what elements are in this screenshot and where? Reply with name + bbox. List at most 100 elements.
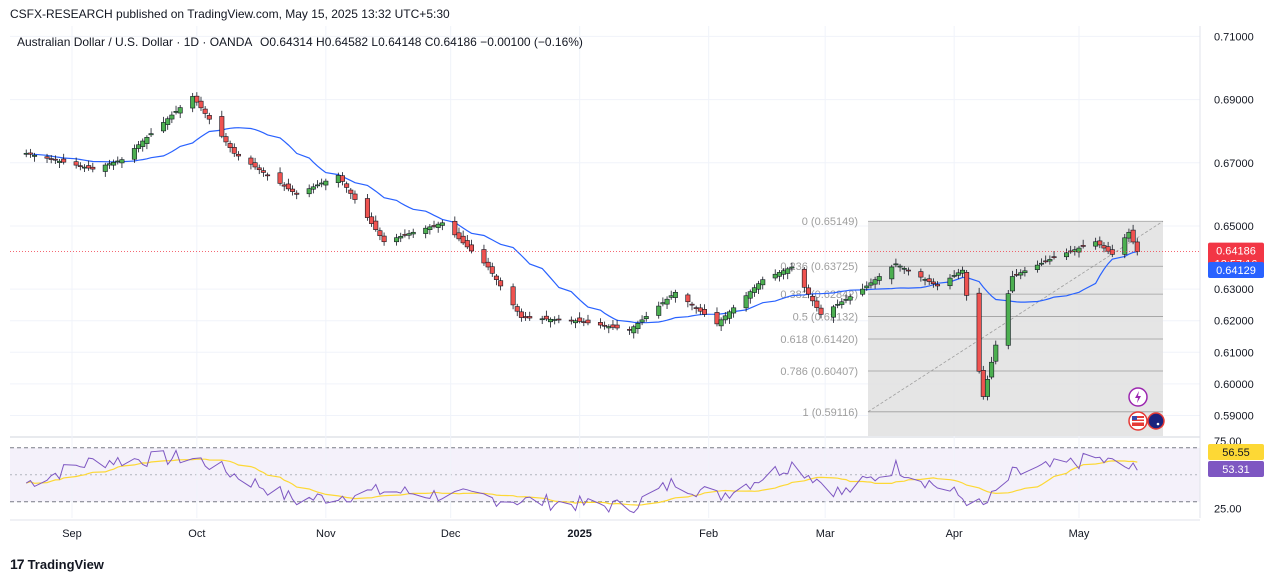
candle[interactable] — [32, 152, 38, 162]
candle[interactable] — [165, 116, 171, 130]
candle[interactable] — [597, 318, 603, 329]
candle[interactable] — [315, 180, 321, 189]
candle[interactable] — [1039, 258, 1045, 267]
candle[interactable] — [668, 290, 674, 300]
candle[interactable] — [435, 221, 441, 233]
candle[interactable] — [689, 301, 695, 311]
candle[interactable] — [672, 289, 678, 303]
candle[interactable] — [523, 311, 529, 321]
candle[interactable] — [481, 244, 487, 266]
candle[interactable] — [989, 356, 995, 380]
candle[interactable] — [905, 267, 911, 276]
candle[interactable] — [864, 281, 870, 291]
candle[interactable] — [847, 293, 853, 305]
candle[interactable] — [1009, 270, 1015, 293]
candle[interactable] — [743, 291, 749, 312]
candle[interactable] — [527, 311, 533, 321]
candle[interactable] — [572, 318, 578, 329]
candle[interactable] — [373, 215, 379, 232]
candle[interactable] — [489, 262, 495, 277]
candle[interactable] — [543, 310, 549, 322]
candle[interactable] — [785, 266, 791, 280]
candle[interactable] — [1130, 224, 1136, 245]
candle[interactable] — [801, 267, 807, 293]
lightning-icon[interactable] — [1128, 387, 1148, 407]
candle[interactable] — [223, 132, 229, 146]
candle[interactable] — [993, 340, 999, 365]
candle[interactable] — [219, 110, 225, 139]
candle[interactable] — [693, 305, 699, 314]
candle[interactable] — [77, 162, 83, 171]
candle[interactable] — [897, 263, 903, 272]
candle[interactable] — [510, 283, 516, 310]
candle[interactable] — [964, 269, 970, 301]
candle[interactable] — [231, 143, 237, 157]
candle[interactable] — [656, 301, 662, 319]
candle[interactable] — [581, 318, 587, 327]
candle[interactable] — [731, 304, 737, 318]
candle[interactable] — [1034, 260, 1040, 273]
candle[interactable] — [1122, 233, 1128, 259]
candle[interactable] — [889, 264, 895, 285]
candle[interactable] — [926, 274, 932, 285]
candle[interactable] — [102, 162, 108, 177]
candles[interactable] — [10, 92, 1200, 401]
candle[interactable] — [344, 181, 350, 193]
candle[interactable] — [260, 167, 266, 177]
candle[interactable] — [984, 375, 990, 401]
candle[interactable] — [169, 111, 175, 124]
candle[interactable] — [1064, 248, 1070, 261]
candle[interactable] — [664, 296, 670, 309]
candle[interactable] — [1005, 289, 1011, 350]
candle[interactable] — [585, 314, 591, 326]
candle[interactable] — [235, 151, 241, 161]
tradingview-logo[interactable]: 17 TradingView — [10, 556, 104, 572]
candle[interactable] — [198, 96, 204, 111]
candle[interactable] — [173, 105, 179, 115]
candle[interactable] — [348, 187, 354, 200]
candle[interactable] — [935, 281, 941, 291]
candle[interactable] — [265, 172, 271, 181]
candle[interactable] — [281, 182, 287, 191]
candle[interactable] — [959, 266, 965, 278]
candle[interactable] — [980, 365, 986, 400]
candle[interactable] — [364, 194, 370, 221]
candle[interactable] — [131, 144, 137, 163]
candle[interactable] — [427, 224, 433, 235]
candle[interactable] — [460, 230, 466, 245]
candle[interactable] — [248, 155, 254, 170]
candle[interactable] — [602, 321, 608, 330]
candle[interactable] — [410, 228, 416, 238]
candle[interactable] — [810, 293, 816, 307]
candle[interactable] — [1051, 250, 1057, 260]
candle[interactable] — [227, 140, 233, 153]
candle[interactable] — [697, 303, 703, 315]
us-flag-icon[interactable] — [1128, 411, 1148, 431]
candle[interactable] — [718, 317, 724, 332]
candle[interactable] — [614, 319, 620, 331]
candle[interactable] — [369, 212, 375, 227]
candle[interactable] — [44, 153, 50, 163]
candle[interactable] — [73, 157, 79, 169]
candle[interactable] — [814, 297, 820, 312]
candle[interactable] — [568, 316, 574, 325]
au-flag-icon[interactable] — [1147, 412, 1165, 430]
candle[interactable] — [818, 304, 824, 319]
candle[interactable] — [1022, 267, 1028, 277]
fibonacci-retracement[interactable]: 0 (0.65149)0.236 (0.63725)0.382 (0.62842… — [780, 216, 1164, 436]
candle[interactable] — [685, 292, 691, 308]
candle[interactable] — [1080, 239, 1086, 249]
rsi-pane[interactable] — [25, 449, 1138, 514]
candle[interactable] — [194, 92, 200, 106]
candle[interactable] — [464, 235, 470, 250]
candle[interactable] — [760, 276, 766, 290]
candle[interactable] — [485, 257, 491, 271]
candle[interactable] — [498, 277, 504, 291]
candle[interactable] — [136, 141, 142, 153]
candle[interactable] — [398, 232, 404, 243]
candle[interactable] — [177, 104, 183, 119]
candle[interactable] — [294, 190, 300, 200]
candle[interactable] — [406, 230, 412, 240]
candle[interactable] — [111, 159, 117, 170]
candle[interactable] — [148, 128, 154, 137]
